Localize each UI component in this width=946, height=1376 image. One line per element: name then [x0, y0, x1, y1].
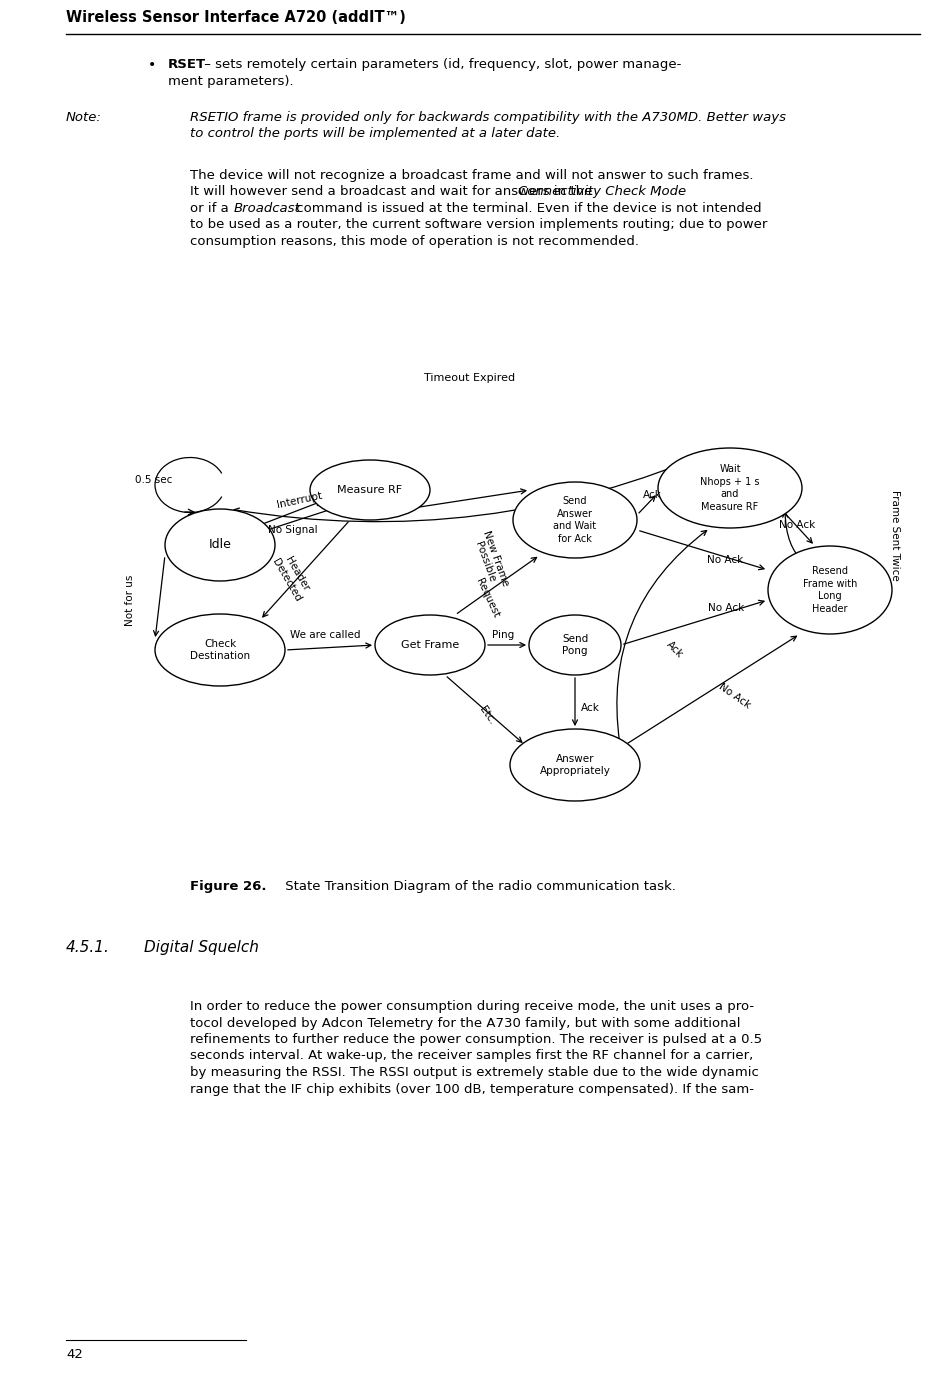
Text: command is issued at the terminal. Even if the device is not intended: command is issued at the terminal. Even …	[292, 201, 762, 215]
FancyArrowPatch shape	[457, 557, 536, 614]
Text: RSETIO frame is provided only for backwards compatibility with the A730MD. Bette: RSETIO frame is provided only for backwa…	[190, 111, 786, 124]
Text: Broadcast: Broadcast	[234, 201, 301, 215]
FancyArrowPatch shape	[782, 510, 813, 544]
FancyArrowPatch shape	[627, 636, 797, 743]
Text: to be used as a router, the current software version implements routing; due to : to be used as a router, the current soft…	[190, 217, 767, 231]
Text: Header
Detected: Header Detected	[271, 550, 313, 603]
Text: The device will not recognize a broadcast frame and will not answer to such fram: The device will not recognize a broadcas…	[190, 168, 754, 182]
Text: Timeout Expired: Timeout Expired	[425, 373, 516, 383]
Text: – sets remotely certain parameters (id, frequency, slot, power manage-: – sets remotely certain parameters (id, …	[200, 58, 681, 72]
FancyArrowPatch shape	[234, 449, 717, 522]
Text: seconds interval. At wake-up, the receiver samples first the RF channel for a ca: seconds interval. At wake-up, the receiv…	[190, 1050, 753, 1062]
FancyArrowPatch shape	[782, 512, 857, 572]
Text: Ack: Ack	[665, 640, 685, 660]
Text: Interrupt: Interrupt	[276, 490, 324, 509]
Text: In order to reduce the power consumption during receive mode, the unit uses a pr: In order to reduce the power consumption…	[190, 1000, 754, 1013]
Text: Get Frame: Get Frame	[401, 640, 459, 649]
Text: Wait
Nhops + 1 s
and
Measure RF: Wait Nhops + 1 s and Measure RF	[700, 465, 760, 512]
FancyArrowPatch shape	[572, 678, 577, 725]
Ellipse shape	[510, 729, 640, 801]
Text: We are called: We are called	[289, 630, 360, 640]
FancyArrowPatch shape	[447, 677, 522, 742]
FancyArrowPatch shape	[263, 501, 321, 524]
FancyArrowPatch shape	[639, 531, 764, 570]
Text: Idle: Idle	[208, 538, 232, 552]
Text: Ack: Ack	[642, 490, 661, 499]
FancyArrowPatch shape	[263, 522, 348, 616]
Text: 4.5.1.: 4.5.1.	[66, 940, 110, 955]
FancyArrowPatch shape	[623, 600, 764, 644]
Text: Etc.: Etc.	[477, 705, 497, 727]
Text: Ack: Ack	[581, 703, 600, 713]
Text: Wireless Sensor Interface A720 (addIT™): Wireless Sensor Interface A720 (addIT™)	[66, 10, 406, 25]
Ellipse shape	[658, 449, 802, 528]
Text: •: •	[148, 58, 156, 72]
Text: Send
Pong: Send Pong	[562, 634, 588, 656]
Text: Send
Answer
and Wait
for Ack: Send Answer and Wait for Ack	[553, 497, 597, 544]
Text: No Signal: No Signal	[268, 526, 318, 535]
Text: Connectivity Check Mode: Connectivity Check Mode	[518, 184, 686, 198]
FancyArrowPatch shape	[288, 643, 371, 649]
Text: No Ack: No Ack	[708, 603, 745, 612]
Text: New Frame
Possible: New Frame Possible	[470, 528, 510, 592]
Text: by measuring the RSSI. The RSSI output is extremely stable due to the wide dynam: by measuring the RSSI. The RSSI output i…	[190, 1066, 759, 1079]
Ellipse shape	[155, 614, 285, 687]
Text: tocol developed by Adcon Telemetry for the A730 family, but with some additional: tocol developed by Adcon Telemetry for t…	[190, 1017, 741, 1029]
Text: No Ack: No Ack	[707, 555, 744, 566]
Text: Request: Request	[474, 577, 500, 619]
FancyArrowPatch shape	[403, 488, 526, 509]
FancyArrowPatch shape	[488, 643, 525, 648]
Text: Note:: Note:	[66, 111, 102, 124]
Text: RSET: RSET	[168, 58, 206, 72]
FancyArrowPatch shape	[153, 557, 165, 636]
Text: to control the ports will be implemented at a later date.: to control the ports will be implemented…	[190, 128, 560, 140]
Text: Frame Sent Twice: Frame Sent Twice	[890, 490, 900, 581]
Ellipse shape	[529, 615, 621, 676]
FancyArrowPatch shape	[262, 509, 332, 533]
Text: range that the IF chip exhibits (over 100 dB, temperature compensated). If the s: range that the IF chip exhibits (over 10…	[190, 1083, 754, 1095]
Text: 42: 42	[66, 1348, 83, 1361]
Text: Measure RF: Measure RF	[338, 484, 403, 495]
Text: No Ack: No Ack	[717, 681, 753, 710]
Text: ment parameters).: ment parameters).	[168, 74, 293, 88]
Text: No Ack: No Ack	[779, 520, 815, 530]
Ellipse shape	[513, 482, 637, 559]
Text: It will however send a broadcast and wait for answers in the: It will however send a broadcast and wai…	[190, 184, 597, 198]
Text: Figure 26.: Figure 26.	[190, 881, 267, 893]
Text: Ping: Ping	[492, 630, 514, 640]
Ellipse shape	[165, 509, 275, 581]
Text: Check
Destination: Check Destination	[190, 638, 250, 662]
Text: State Transition Diagram of the radio communication task.: State Transition Diagram of the radio co…	[264, 881, 675, 893]
Text: 0.5 sec: 0.5 sec	[135, 475, 172, 484]
FancyArrowPatch shape	[617, 531, 707, 742]
Text: or if a: or if a	[190, 201, 233, 215]
Text: Not for us: Not for us	[125, 574, 135, 626]
Text: Digital Squelch: Digital Squelch	[144, 940, 259, 955]
Ellipse shape	[375, 615, 485, 676]
Text: refinements to further reduce the power consumption. The receiver is pulsed at a: refinements to further reduce the power …	[190, 1033, 762, 1046]
Text: Resend
Frame with
Long
Header: Resend Frame with Long Header	[803, 567, 857, 614]
Text: ,: ,	[656, 184, 660, 198]
Text: Answer
Appropriately: Answer Appropriately	[539, 754, 610, 776]
Ellipse shape	[310, 460, 430, 520]
Text: consumption reasons, this mode of operation is not recommended.: consumption reasons, this mode of operat…	[190, 234, 639, 248]
Ellipse shape	[768, 546, 892, 634]
FancyArrowPatch shape	[639, 495, 656, 513]
